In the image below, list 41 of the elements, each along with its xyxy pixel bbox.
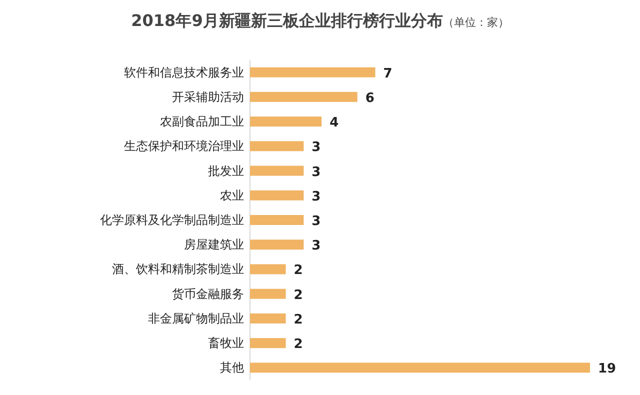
- bar: [250, 166, 304, 176]
- bar: [250, 362, 590, 373]
- y-tick-label: 化学原料及化学制品制造业: [100, 213, 244, 227]
- data-label: 3: [312, 140, 321, 156]
- data-label: 2: [294, 288, 303, 303]
- data-label: 3: [312, 189, 321, 204]
- bar: [250, 264, 286, 274]
- chart-title: 2018年9月新疆新三板企业排行榜行业分布: [131, 11, 443, 30]
- data-label: 3: [312, 238, 321, 254]
- data-label: 2: [294, 312, 303, 328]
- y-tick-label: 其他: [220, 360, 244, 375]
- bar: [250, 313, 286, 324]
- y-tick-label: 生态保护和环境治理业: [124, 139, 244, 154]
- y-tick-label: 批发业: [208, 164, 244, 178]
- data-label: 4: [330, 116, 339, 131]
- y-tick-label: 农副食品加工业: [160, 114, 244, 129]
- y-tick-label: 酒、饮料和精制茶制造业: [112, 262, 244, 276]
- data-label: 19: [598, 362, 616, 377]
- bar: [250, 338, 286, 348]
- bar: [250, 190, 304, 200]
- y-tick-label: 货币金融服务: [172, 286, 244, 301]
- data-label: 2: [294, 263, 303, 278]
- bar: [250, 215, 304, 225]
- data-label: 6: [365, 90, 374, 106]
- bar: [250, 67, 376, 78]
- y-tick-label: 开采辅助活动: [172, 90, 244, 104]
- bar: [250, 92, 358, 102]
- bar: [250, 116, 322, 127]
- bar: [250, 288, 286, 299]
- data-label: 3: [312, 214, 321, 229]
- y-tick-label: 房屋建筑业: [184, 238, 244, 252]
- data-label: 7: [383, 66, 392, 82]
- bar: [250, 141, 304, 152]
- bar: [250, 240, 304, 250]
- y-tick-label: 非金属矿物制品业: [148, 311, 244, 326]
- data-label: 2: [294, 337, 303, 352]
- y-tick-label: 畜牧业: [208, 336, 244, 350]
- y-tick-label: 农业: [220, 188, 244, 202]
- data-label: 3: [312, 164, 321, 180]
- chart-subtitle: （单位：家）: [442, 16, 509, 29]
- y-tick-label: 软件和信息技术服务业: [124, 65, 244, 80]
